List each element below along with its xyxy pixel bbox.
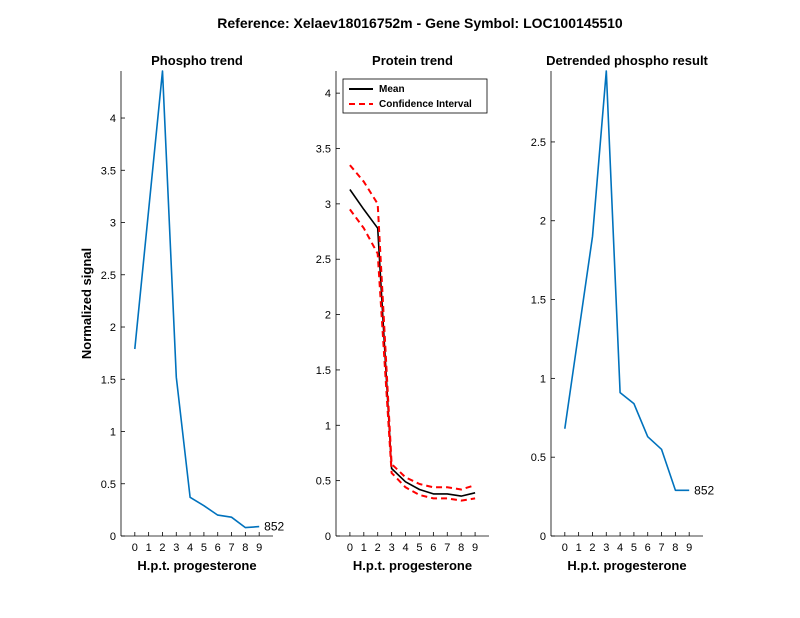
y-tick-label: 2.5 xyxy=(101,270,116,282)
x-tick-label: 1 xyxy=(576,542,582,554)
legend-entry-mean: Mean xyxy=(379,84,405,95)
x-tick-label: 3 xyxy=(389,542,395,554)
y-tick-label: 3 xyxy=(110,218,116,230)
x-axis-label: H.p.t. progesterone xyxy=(567,558,686,573)
panel-title: Phospho trend xyxy=(151,53,243,68)
y-tick-label: 3.5 xyxy=(101,165,116,177)
x-axis-label: H.p.t. progesterone xyxy=(137,558,256,573)
x-tick-label: 5 xyxy=(201,542,207,554)
x-tick-label: 5 xyxy=(631,542,637,554)
x-tick-label: 0 xyxy=(132,542,138,554)
x-tick-label: 8 xyxy=(458,542,464,554)
legend-box xyxy=(342,78,488,114)
y-tick-label: 2 xyxy=(540,216,546,228)
y-tick-label: 2 xyxy=(325,310,331,322)
x-tick-label: 5 xyxy=(416,542,422,554)
y-axis-label: Normalized signal xyxy=(79,248,94,359)
y-tick-label: 0 xyxy=(540,531,546,543)
y-tick-label: 0 xyxy=(110,531,116,543)
y-tick-label: 1 xyxy=(540,373,546,385)
x-tick-label: 1 xyxy=(361,542,367,554)
y-tick-label: 0 xyxy=(325,531,331,543)
x-axis-label: H.p.t. progesterone xyxy=(353,558,472,573)
x-tick-label: 1 xyxy=(146,542,152,554)
x-tick-label: 3 xyxy=(173,542,179,554)
y-tick-label: 1 xyxy=(110,427,116,439)
series-line-1 xyxy=(349,189,476,497)
x-tick-label: 7 xyxy=(444,542,450,554)
x-tick-label: 8 xyxy=(242,542,248,554)
x-tick-label: 2 xyxy=(159,542,165,554)
x-tick-label: 9 xyxy=(472,542,478,554)
x-tick-label: 6 xyxy=(645,542,651,554)
x-tick-label: 4 xyxy=(402,542,408,554)
x-tick-label: 4 xyxy=(187,542,193,554)
y-tick-label: 2 xyxy=(110,322,116,334)
legend: Mean Confidence Interval xyxy=(342,78,488,114)
series-end-annotation: 852 xyxy=(694,483,714,497)
y-tick-label: 1 xyxy=(325,420,331,432)
series-line-3 xyxy=(349,208,476,502)
x-tick-label: 2 xyxy=(375,542,381,554)
y-tick-label: 1.5 xyxy=(316,365,331,377)
legend-entry-ci: Confidence Interval xyxy=(379,99,472,110)
y-tick-label: 2.5 xyxy=(531,137,546,149)
x-tick-label: 6 xyxy=(430,542,436,554)
y-tick-label: 2.5 xyxy=(316,254,331,266)
figure-title: Reference: Xelaev18016752m - Gene Symbol… xyxy=(217,15,623,31)
y-tick-label: 0.5 xyxy=(316,476,331,488)
x-tick-label: 0 xyxy=(347,542,353,554)
series-line-1 xyxy=(134,70,260,529)
x-tick-label: 3 xyxy=(603,542,609,554)
x-tick-label: 7 xyxy=(658,542,664,554)
x-tick-label: 6 xyxy=(215,542,221,554)
y-tick-label: 1.5 xyxy=(101,374,116,386)
y-tick-label: 0.5 xyxy=(531,452,546,464)
panel-title: Detrended phospho result xyxy=(546,53,708,68)
y-tick-label: 0.5 xyxy=(101,479,116,491)
series-line-2 xyxy=(349,164,476,491)
x-tick-label: 4 xyxy=(617,542,623,554)
panel-title: Protein trend xyxy=(372,53,453,68)
y-tick-label: 3.5 xyxy=(316,144,331,156)
x-tick-label: 9 xyxy=(686,542,692,554)
y-tick-label: 4 xyxy=(325,88,331,100)
x-tick-label: 2 xyxy=(589,542,595,554)
y-tick-label: 1.5 xyxy=(531,295,546,307)
y-tick-label: 3 xyxy=(325,199,331,211)
series-line-1 xyxy=(564,70,690,492)
x-tick-label: 9 xyxy=(256,542,262,554)
x-tick-label: 0 xyxy=(562,542,568,554)
x-tick-label: 7 xyxy=(228,542,234,554)
y-tick-label: 4 xyxy=(110,113,116,125)
x-tick-label: 8 xyxy=(672,542,678,554)
series-end-annotation: 852 xyxy=(264,520,284,534)
